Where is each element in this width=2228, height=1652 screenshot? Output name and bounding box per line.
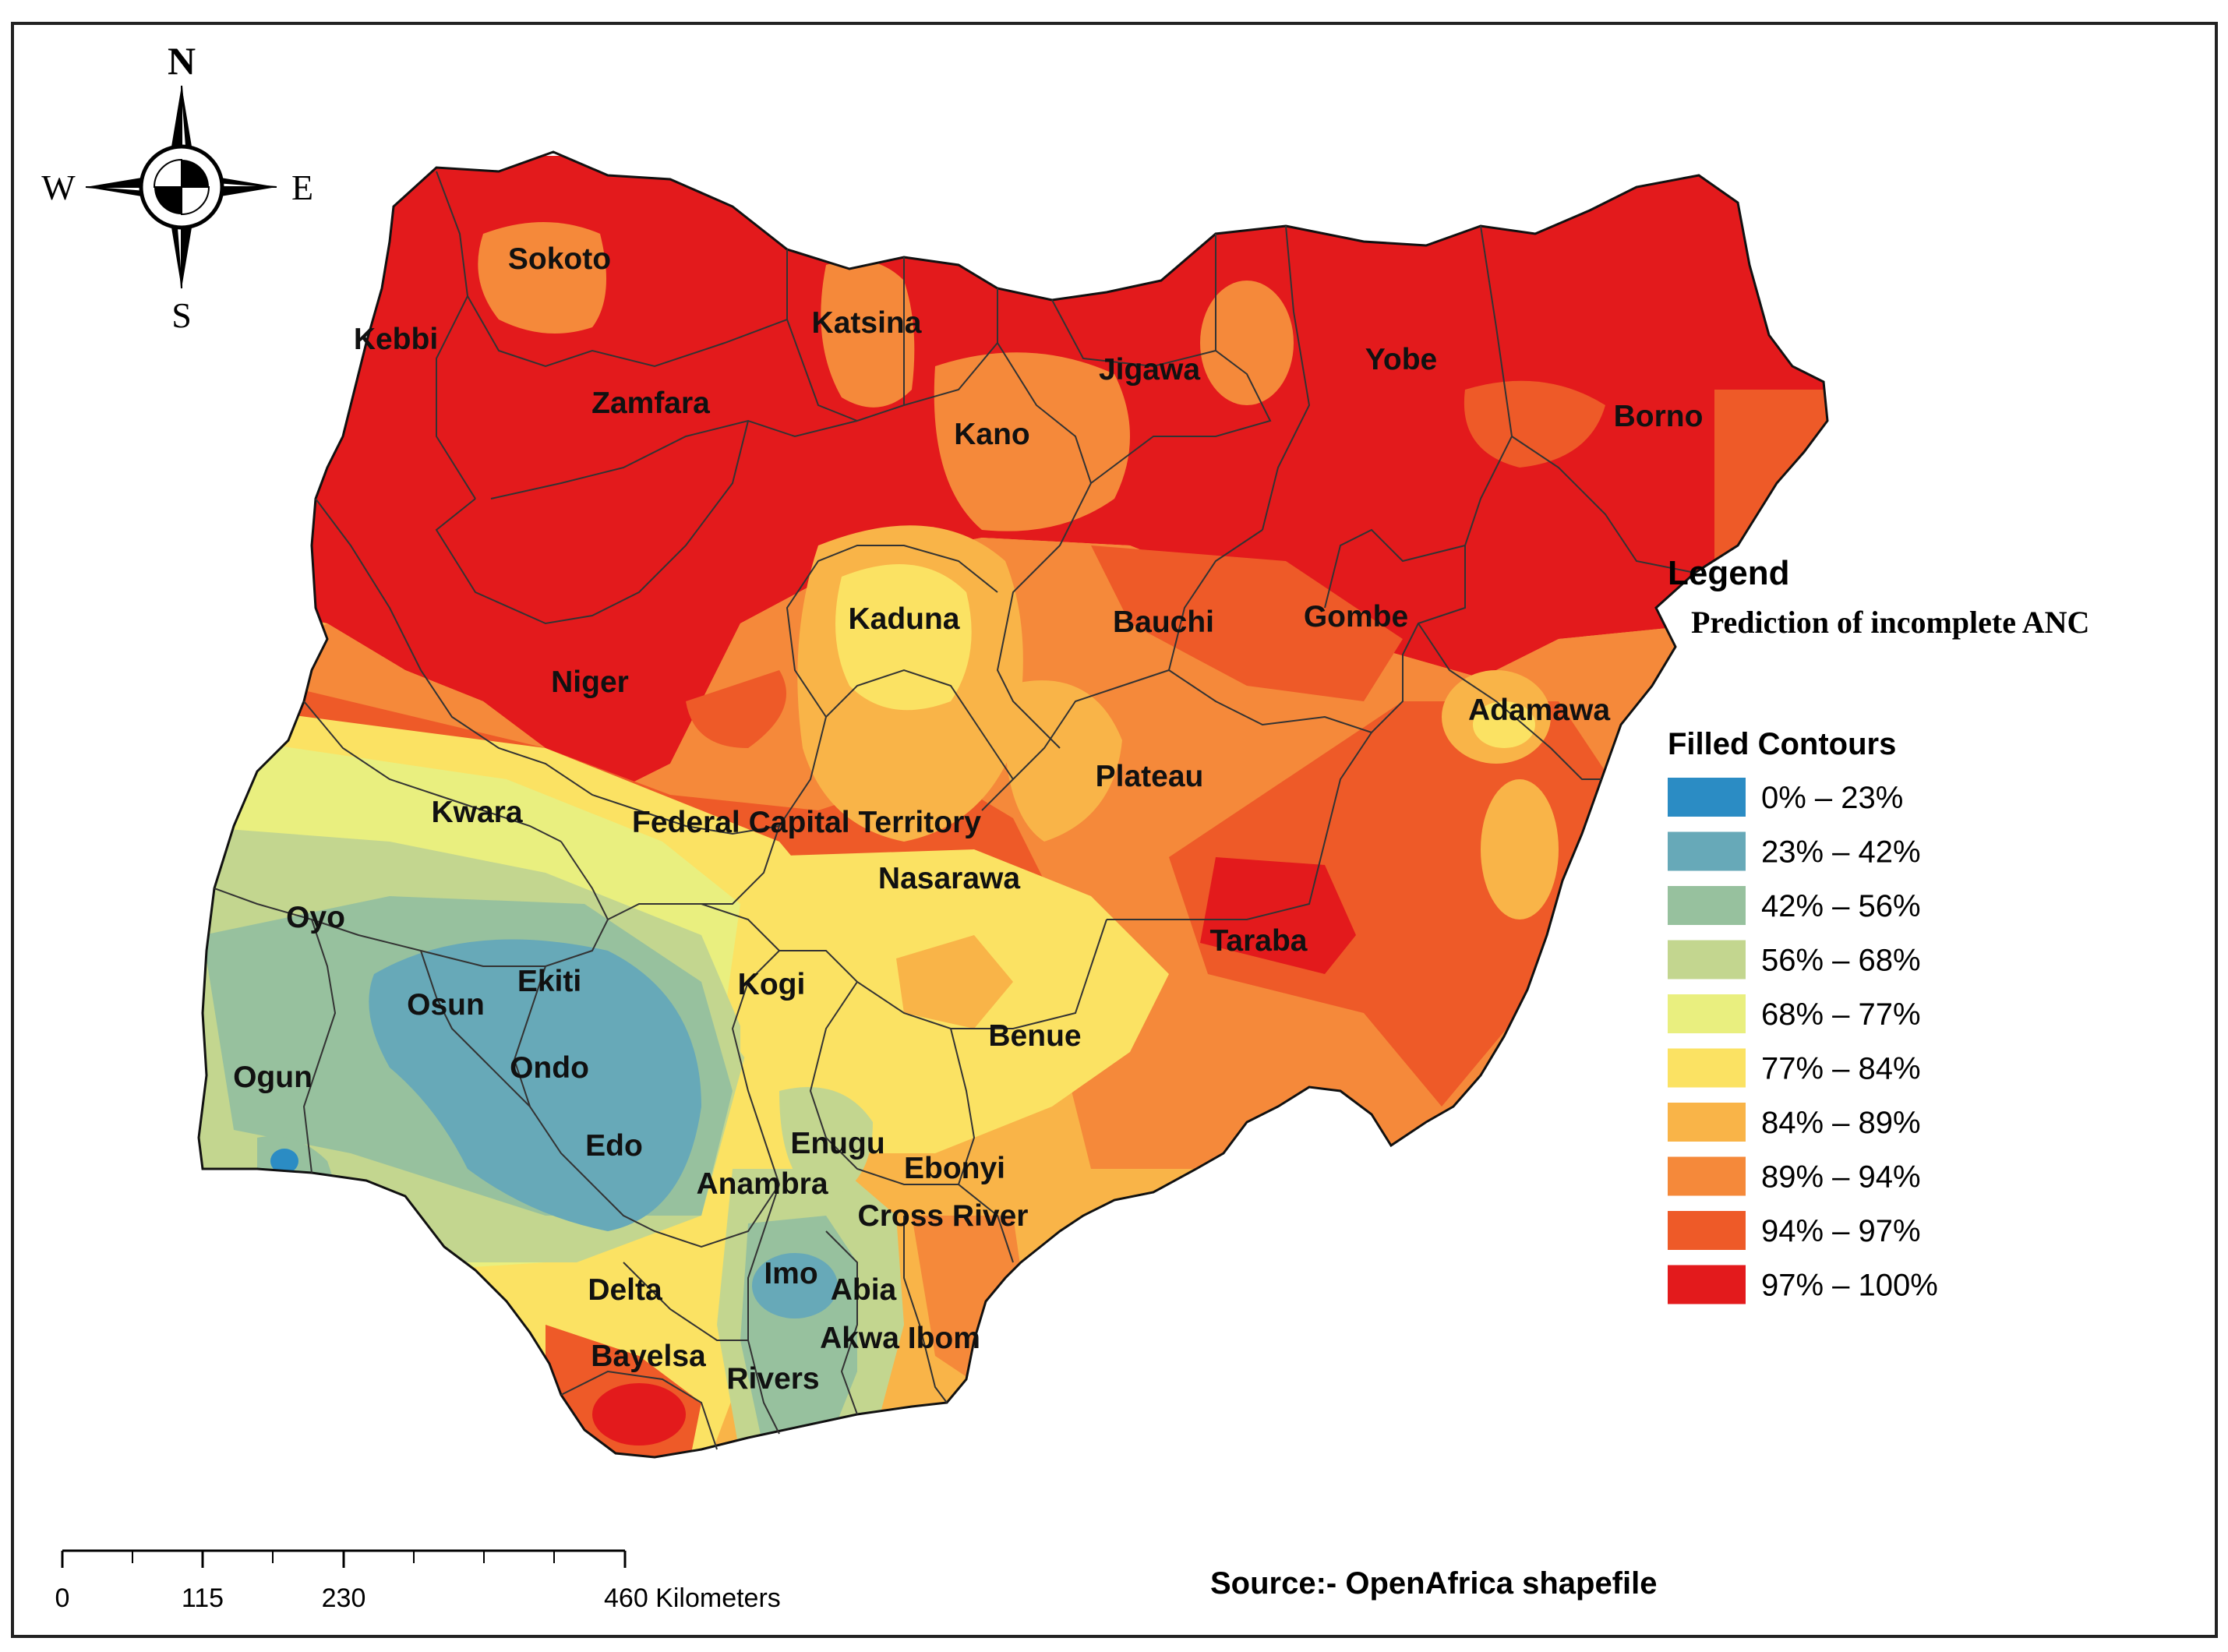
- state-label-katsina: Katsina: [812, 306, 922, 340]
- legend-swatch: [1668, 831, 1746, 871]
- state-label-kebbi: Kebbi: [354, 323, 438, 356]
- scale-tick-0: 0: [55, 1583, 70, 1613]
- state-label-niger: Niger: [551, 665, 629, 699]
- state-label-imo: Imo: [764, 1257, 817, 1290]
- scale-tick-115: 115: [182, 1583, 224, 1613]
- scale-bar: 0 115 230 460 Kilometers: [55, 1549, 781, 1613]
- legend-section-title: Filled Contours: [1668, 727, 1896, 761]
- state-label-borno: Borno: [1614, 400, 1704, 433]
- state-label-kwara: Kwara: [431, 796, 522, 829]
- legend-swatch: [1668, 886, 1746, 925]
- legend-swatch: [1668, 940, 1746, 980]
- legend-swatch: [1668, 778, 1746, 817]
- state-label-adamawa: Adamawa: [1468, 694, 1610, 727]
- state-label-kaduna: Kaduna: [848, 602, 959, 636]
- legend-label: 97% – 100%: [1761, 1269, 1938, 1303]
- scale-tick-460: 460 Kilometers: [604, 1583, 781, 1613]
- state-label-enugu: Enugu: [790, 1127, 884, 1160]
- state-label-benue: Benue: [988, 1019, 1081, 1053]
- state-label-kogi: Kogi: [738, 968, 806, 1001]
- state-label-ebonyi: Ebonyi: [904, 1152, 1005, 1185]
- legend-swatch: [1668, 1156, 1746, 1196]
- state-label-edo: Edo: [585, 1129, 643, 1163]
- figure-frame: [11, 22, 2218, 1638]
- legend-subtitle: Prediction of incomplete ANC: [1691, 605, 2089, 640]
- source-note: Source:- OpenAfrica shapefile: [1210, 1566, 1657, 1601]
- legend-label: 56% – 68%: [1761, 944, 1921, 978]
- legend-heading: Legend: [1668, 554, 1789, 592]
- legend-label: 42% – 56%: [1761, 889, 1921, 923]
- state-label-ondo: Ondo: [510, 1051, 589, 1085]
- state-label-oyo: Oyo: [286, 901, 345, 934]
- state-label-osun: Osun: [407, 988, 485, 1022]
- state-boundaries: [197, 150, 1829, 1459]
- state-label-bayelsa: Bayelsa: [591, 1340, 706, 1373]
- state-label-nasarawa: Nasarawa: [878, 862, 1020, 895]
- state-label-cross-river: Cross River: [858, 1199, 1029, 1233]
- state-label-delta: Delta: [588, 1273, 662, 1307]
- state-label-fct: Federal Capital Territory: [632, 806, 981, 839]
- legend-swatch: [1668, 1048, 1746, 1088]
- compass-west: W: [41, 168, 76, 207]
- legend: Legend Prediction of incomplete ANC Fill…: [1668, 554, 2089, 1304]
- state-label-rivers: Rivers: [726, 1362, 819, 1396]
- state-label-yobe: Yobe: [1365, 343, 1437, 376]
- legend-swatch: [1668, 1211, 1746, 1250]
- state-label-gombe: Gombe: [1304, 600, 1408, 634]
- legend-label: 68% – 77%: [1761, 997, 1921, 1032]
- legend-label: 23% – 42%: [1761, 835, 1921, 870]
- legend-label: 77% – 84%: [1761, 1052, 1921, 1086]
- state-label-anambra: Anambra: [696, 1167, 828, 1201]
- scale-tick-230: 230: [322, 1583, 366, 1613]
- compass-north: N: [168, 39, 196, 83]
- compass-south: S: [171, 295, 192, 335]
- legend-label: 89% – 94%: [1761, 1160, 1921, 1195]
- state-label-zamfara: Zamfara: [591, 387, 710, 420]
- legend-label: 84% – 89%: [1761, 1106, 1921, 1140]
- legend-swatch: [1668, 994, 1746, 1033]
- state-label-jigawa: Jigawa: [1099, 353, 1200, 387]
- state-labels: Sokoto Kebbi Katsina Zamfara Jigawa Yobe…: [233, 242, 1703, 1396]
- state-label-ogun: Ogun: [233, 1061, 312, 1094]
- state-label-bauchi: Bauchi: [1113, 605, 1214, 639]
- state-label-akwa-ibom: Akwa Ibom: [820, 1322, 980, 1355]
- legend-label: 94% – 97%: [1761, 1214, 1921, 1248]
- state-label-ekiti: Ekiti: [517, 965, 581, 998]
- legend-label: 0% – 23%: [1761, 781, 1903, 815]
- legend-swatch: [1668, 1103, 1746, 1142]
- state-label-kano: Kano: [954, 418, 1030, 451]
- state-label-sokoto: Sokoto: [508, 242, 611, 276]
- compass-rose: N S W E: [41, 39, 313, 335]
- state-label-taraba: Taraba: [1210, 924, 1308, 958]
- legend-items: 0% – 23% 23% – 42% 42% – 56% 56% – 68% 68% –…: [1668, 778, 1938, 1304]
- state-label-plateau: Plateau: [1096, 760, 1204, 793]
- state-label-abia: Abia: [831, 1273, 897, 1307]
- legend-swatch: [1668, 1265, 1746, 1304]
- compass-east: E: [291, 168, 313, 207]
